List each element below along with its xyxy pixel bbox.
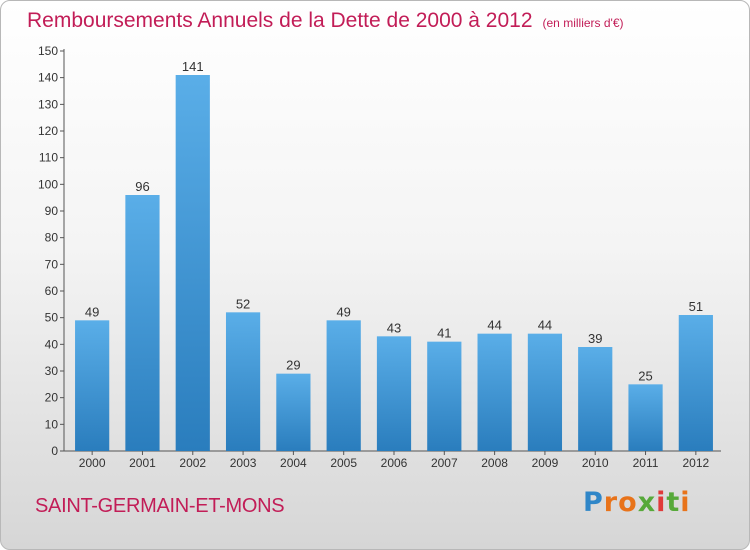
x-tick-label: 2003 <box>230 456 257 470</box>
bar <box>527 333 563 451</box>
logo-letter: P <box>583 487 604 518</box>
bar-value-label: 39 <box>588 331 602 346</box>
x-tick-label: 2010 <box>582 456 609 470</box>
bar-value-label: 51 <box>689 299 703 314</box>
bar-value-label: 29 <box>286 358 300 373</box>
y-tick-label: 50 <box>45 311 59 325</box>
bar-value-label: 44 <box>487 318 501 333</box>
y-tick-label: 20 <box>45 391 59 405</box>
y-tick-label: 30 <box>45 364 59 378</box>
x-tick-label: 2001 <box>129 456 156 470</box>
chart-subtitle: (en milliers d'€) <box>542 16 624 30</box>
bar-value-label: 52 <box>236 296 250 311</box>
y-tick-label: 150 <box>38 44 58 58</box>
y-tick-label: 110 <box>39 151 58 165</box>
x-tick-label: 2007 <box>431 456 458 470</box>
bar <box>125 195 160 451</box>
y-tick-label: 140 <box>38 71 58 85</box>
bar <box>75 320 110 451</box>
bar <box>578 347 613 451</box>
logo-letter: i <box>656 487 667 518</box>
bar <box>427 341 462 451</box>
chart-title-block: Remboursements Annuels de la Dette de 20… <box>27 9 624 33</box>
bar <box>376 336 412 451</box>
bar-value-label: 49 <box>85 304 99 319</box>
x-tick-label: 2011 <box>633 456 659 470</box>
bar-value-label: 49 <box>336 304 350 319</box>
x-tick-label: 2000 <box>79 456 106 470</box>
bar <box>175 75 210 451</box>
x-tick-label: 2005 <box>330 456 357 470</box>
commune-name: SAINT-GERMAIN-ET-MONS <box>35 495 285 517</box>
logo-letter: o <box>618 487 638 518</box>
logo-letter: t <box>666 487 681 518</box>
bar <box>628 384 663 451</box>
y-tick-label: 90 <box>45 204 59 218</box>
y-tick-label: 0 <box>51 444 58 458</box>
bar-value-label: 44 <box>538 318 552 333</box>
y-tick-label: 10 <box>45 417 59 431</box>
y-tick-label: 80 <box>45 231 59 245</box>
logo-letter: r <box>603 487 619 518</box>
bar-value-label: 25 <box>638 368 652 383</box>
y-tick-label: 40 <box>45 337 59 351</box>
logo-letter: x <box>637 487 657 518</box>
bar-value-label: 141 <box>182 59 204 74</box>
bar-value-label: 96 <box>135 179 149 194</box>
x-tick-label: 2004 <box>280 456 307 470</box>
x-tick-label: 2006 <box>381 456 408 470</box>
bar <box>678 315 713 451</box>
bar-value-label: 41 <box>437 326 451 341</box>
x-tick-label: 2009 <box>532 456 559 470</box>
bar <box>477 333 512 451</box>
proxiti-logo: Proxiti <box>583 487 691 518</box>
y-tick-label: 70 <box>45 257 59 271</box>
bar-value-label: 43 <box>387 320 401 335</box>
logo-letter: i <box>680 487 691 518</box>
x-tick-label: 2002 <box>179 456 206 470</box>
y-tick-label: 100 <box>38 177 58 191</box>
bar <box>326 320 361 451</box>
chart-title: Remboursements Annuels de la Dette de 20… <box>27 9 533 32</box>
bar <box>276 373 311 451</box>
y-tick-label: 60 <box>45 284 59 298</box>
bar <box>225 312 261 451</box>
x-tick-label: 2008 <box>481 456 508 470</box>
y-tick-label: 130 <box>38 97 58 111</box>
y-tick-label: 120 <box>38 124 58 138</box>
x-tick-label: 2012 <box>682 456 709 470</box>
